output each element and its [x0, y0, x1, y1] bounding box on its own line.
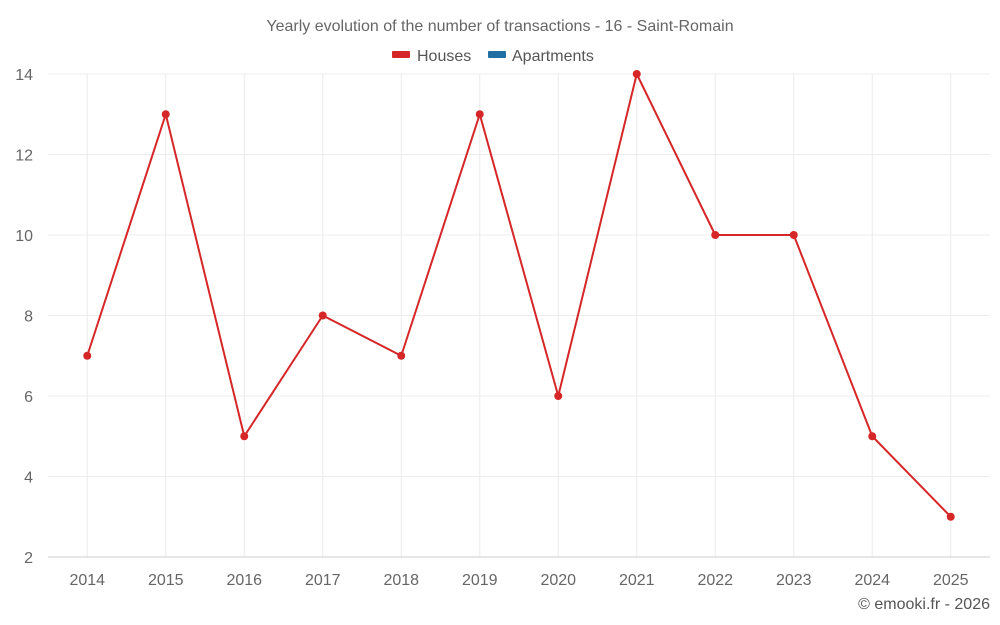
- y-tick-label-2: 2: [24, 550, 33, 567]
- y-tick-label-6: 6: [24, 389, 33, 406]
- x-tick-label-2018: 2018: [383, 572, 419, 589]
- x-tick-label-2021: 2021: [619, 572, 655, 589]
- y-tick-label-8: 8: [24, 309, 33, 326]
- x-tick-label-2024: 2024: [854, 572, 890, 589]
- data-point-houses-2021: [632, 70, 641, 78]
- data-point-houses-2022: [711, 231, 720, 239]
- y-tick-label-4: 4: [24, 470, 33, 487]
- x-grid: [86, 74, 952, 557]
- data-point-houses-2014: [83, 351, 92, 360]
- y-tick-label-10: 10: [15, 228, 33, 245]
- x-tick-label-2020: 2020: [540, 572, 576, 589]
- x-tick-label-2023: 2023: [776, 572, 812, 589]
- y-axis-ticks: 2 4 6 8 10 12 14: [15, 67, 33, 567]
- data-point-houses-2025: [946, 512, 955, 521]
- data-point-houses-2019: [475, 110, 484, 119]
- data-point-houses-2023: [789, 231, 798, 239]
- x-tick-label-2022: 2022: [697, 572, 733, 589]
- legend-label-houses[interactable]: Houses: [417, 48, 471, 65]
- data-point-houses-2016: [240, 432, 249, 441]
- x-axis-ticks: 2014 2015 2016 2017 2018 2019 2020 2021 2022 2023…: [69, 572, 968, 589]
- x-tick-label-2015: 2015: [148, 572, 184, 589]
- x-tick-label-2017: 2017: [305, 572, 341, 589]
- series-line-houses: [86, 73, 952, 518]
- data-point-houses-2020: [554, 392, 563, 400]
- credit-text: © emooki.fr - 2026: [858, 596, 990, 613]
- data-point-houses-2017: [318, 311, 327, 320]
- chart-title: Yearly evolution of the number of transa…: [266, 18, 733, 35]
- x-tick-label-2014: 2014: [69, 572, 105, 589]
- legend-swatch-apartments[interactable]: [488, 51, 506, 58]
- data-point-houses-2024: [868, 432, 877, 441]
- x-tick-label-2025: 2025: [933, 572, 969, 589]
- legend-label-apartments[interactable]: Apartments: [512, 48, 594, 65]
- y-tick-label-12: 12: [15, 148, 33, 165]
- data-point-houses-2015: [161, 110, 170, 119]
- data-point-houses-2018: [397, 351, 406, 360]
- y-tick-label-14: 14: [15, 67, 33, 84]
- legend-swatch-houses[interactable]: [392, 51, 410, 58]
- x-tick-label-2016: 2016: [226, 572, 262, 589]
- y-grid: [48, 73, 990, 477]
- series-group: [83, 70, 955, 521]
- x-tick-label-2019: 2019: [462, 572, 498, 589]
- legend: Houses Apartments: [392, 48, 594, 65]
